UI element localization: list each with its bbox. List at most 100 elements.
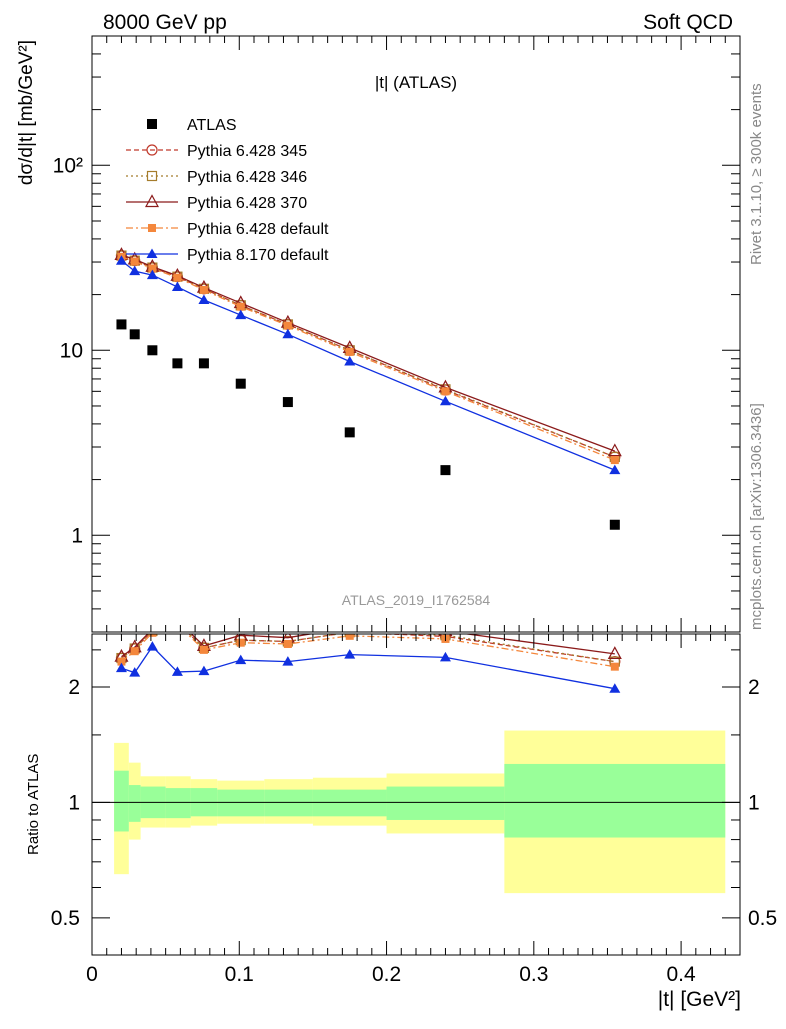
axis-ticks (91, 35, 741, 955)
series-point (235, 309, 247, 320)
ratio-point (607, 646, 622, 660)
ratio-line (121, 634, 615, 668)
ratio-point (610, 662, 619, 671)
ratio-point (345, 634, 354, 640)
band-inner-bin (312, 789, 387, 817)
x-tick-label: 0.2 (372, 963, 401, 986)
data-point (609, 519, 620, 530)
x-tick-label: 0.3 (519, 963, 548, 986)
x-tick-label: 0 (86, 963, 98, 986)
legend-label: Pythia 6.428 default (187, 221, 329, 238)
series-point (609, 464, 621, 475)
series-point (171, 281, 183, 291)
ratio-tick-label-left: 0.5 (51, 907, 80, 930)
y-axis-label: dσ/d|t| [mb/GeV²] (16, 40, 37, 185)
ratio-line (121, 645, 615, 690)
legend: ATLAS Pythia 6.428 345 Pythia 6.428 346 Pyt… (126, 117, 329, 264)
ratio-point (172, 618, 182, 628)
rivet-version-label: Rivet 3.1.10, ≥ 300k events (748, 83, 765, 265)
y-tick-label: 1 (71, 524, 83, 547)
series-point (607, 443, 622, 457)
y-tick-label: 10 (60, 339, 83, 362)
series-line (121, 260, 616, 471)
data-point (440, 465, 451, 476)
ratio-tick-label-right: 0.5 (748, 907, 777, 930)
legend-marker (146, 248, 158, 258)
ratio-tick-label-right: 1 (748, 791, 760, 814)
series-point (283, 321, 292, 330)
ratio-point (439, 651, 451, 662)
series-line (121, 254, 616, 452)
ratio-point (117, 657, 126, 666)
legend-label: Pythia 6.428 370 (187, 195, 307, 212)
data-point (172, 358, 183, 369)
ratio-point (283, 639, 292, 648)
ratio-point (235, 654, 247, 665)
series-line (121, 254, 616, 458)
analysis-watermark: ATLAS_2019_I1762584 (342, 592, 491, 608)
series-point (344, 355, 356, 366)
data-point (282, 397, 293, 408)
header-left-label: 8000 GeV pp (103, 11, 227, 34)
band-inner-bin (217, 789, 265, 817)
ratio-point (171, 666, 183, 676)
plot-title: |t| (ATLAS) (375, 73, 457, 92)
y-tick-label: 10² (53, 154, 83, 177)
series-point (439, 395, 451, 406)
x-tick-label: 0.1 (225, 963, 254, 986)
ratio-point (129, 667, 141, 677)
legend-label: Pythia 6.428 346 (187, 169, 307, 186)
mcplots-label: mcplots.cern.ch [arXiv:1306.3436] (748, 403, 765, 630)
x-tick-label: 0.4 (666, 963, 696, 986)
series-point (130, 257, 139, 266)
data-point (147, 345, 158, 356)
ratio-point (609, 683, 621, 693)
series-point (173, 273, 182, 282)
series-point (148, 264, 157, 273)
series-point (199, 285, 208, 294)
axis-tick-labels: 0 0.1 0.2 0.3 0.4 1 10 10² 0.5 0.5 1 1 2 2 (51, 154, 777, 986)
legend-label: Pythia 8.170 default (187, 247, 329, 264)
ratio-tick-label-right: 2 (748, 676, 760, 699)
series-point (115, 255, 127, 265)
ratio-point (199, 645, 208, 654)
header-right-label: Soft QCD (643, 11, 733, 34)
ratio-point (344, 621, 356, 632)
ratio-tick-label-left: 2 (68, 676, 80, 699)
band-inner-bin (128, 785, 141, 822)
series-point (282, 328, 294, 339)
legend-marker (146, 170, 158, 182)
ratio-y-axis-label: Ratio to ATLAS (25, 754, 42, 855)
band-inner-bin (114, 770, 129, 832)
series-line (121, 256, 616, 461)
ratio-point (115, 662, 127, 673)
band-inner-bin (165, 788, 191, 819)
ratio-point (148, 634, 157, 637)
main-series-group (114, 247, 622, 530)
legend-marker (147, 119, 157, 129)
ratio-tick-label-left: 1 (68, 791, 80, 814)
ratio-point (344, 649, 356, 659)
ratio-line (121, 634, 615, 658)
data-point (116, 319, 127, 330)
band-inner-bin (386, 786, 505, 820)
series-point (236, 302, 245, 311)
data-point (235, 378, 246, 389)
ratio-point (282, 656, 294, 666)
legend-label: ATLAS (187, 117, 237, 134)
ratio-point (236, 638, 245, 647)
series-point (441, 387, 450, 396)
ratio-point (198, 665, 210, 676)
legend-marker (144, 194, 160, 208)
data-point (344, 427, 355, 438)
series-point (146, 269, 158, 280)
series-point (345, 347, 354, 356)
ratio-point (146, 641, 158, 651)
ratio-point (130, 647, 139, 656)
data-point (129, 329, 140, 340)
series-point (198, 294, 210, 305)
ratio-point (171, 614, 183, 625)
band-inner-bin (504, 763, 726, 838)
